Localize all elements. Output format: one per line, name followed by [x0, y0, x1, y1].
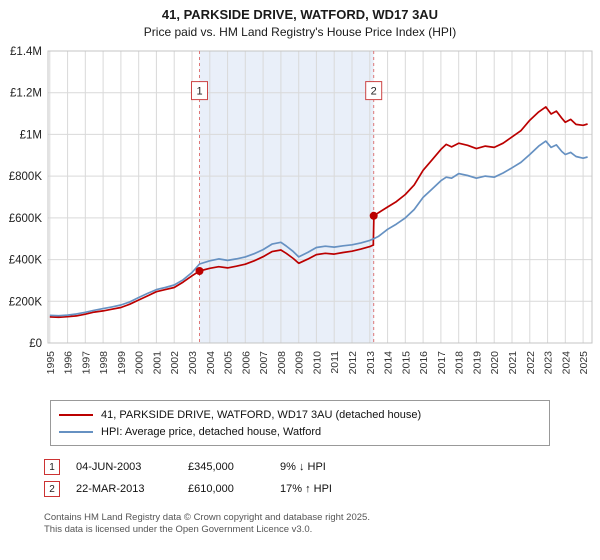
chart-header: 41, PARKSIDE DRIVE, WATFORD, WD17 3AU Pr…	[0, 0, 600, 39]
svg-text:2020: 2020	[489, 351, 501, 375]
sale-annotations: 1 04-JUN-2003 £345,000 9% ↓ HPI 2 22-MAR…	[44, 456, 600, 500]
svg-text:1999: 1999	[116, 351, 128, 375]
svg-text:2007: 2007	[258, 351, 270, 375]
license-footer: Contains HM Land Registry data © Crown c…	[44, 512, 600, 537]
sale-row-1: 1 04-JUN-2003 £345,000 9% ↓ HPI	[44, 456, 600, 478]
hpi-line-swatch	[59, 430, 93, 433]
svg-text:£1.2M: £1.2M	[10, 88, 42, 100]
svg-text:2001: 2001	[151, 351, 163, 375]
svg-text:2014: 2014	[383, 351, 395, 375]
svg-text:1997: 1997	[80, 351, 92, 375]
page-title: 41, PARKSIDE DRIVE, WATFORD, WD17 3AU	[161, 7, 439, 22]
legend-label: HPI: Average price, detached house, Watf…	[101, 425, 322, 438]
svg-text:1996: 1996	[63, 351, 75, 375]
svg-text:2010: 2010	[311, 351, 323, 375]
sale-row-2: 2 22-MAR-2013 £610,000 17% ↑ HPI	[44, 478, 600, 500]
svg-text:£0: £0	[29, 338, 42, 350]
svg-text:2004: 2004	[205, 351, 217, 375]
svg-text:2024: 2024	[560, 351, 572, 375]
svg-text:2016: 2016	[418, 351, 430, 375]
svg-text:2013: 2013	[365, 351, 377, 375]
svg-text:1998: 1998	[98, 351, 110, 375]
footer-line-2: This data is licensed under the Open Gov…	[44, 524, 313, 536]
svg-text:£800K: £800K	[9, 171, 43, 183]
svg-text:£1.4M: £1.4M	[10, 46, 42, 58]
svg-text:2005: 2005	[223, 351, 235, 375]
svg-text:2023: 2023	[543, 351, 555, 375]
price-chart[interactable]: 1995 1996 1997 1998 1999 2000 2001 2002 2003 2004…	[0, 41, 600, 391]
svg-text:2000: 2000	[134, 351, 146, 375]
svg-text:£600K: £600K	[9, 213, 43, 225]
legend-label: 41, PARKSIDE DRIVE, WATFORD, WD17 3AU (d…	[101, 408, 422, 421]
svg-text:2015: 2015	[400, 351, 412, 375]
sale-2-price: £610,000	[188, 483, 234, 495]
svg-text:2003: 2003	[187, 351, 199, 375]
sale-2-hpi-delta: 17% ↑ HPI	[280, 483, 332, 495]
svg-text:2002: 2002	[169, 351, 181, 375]
svg-text:2011: 2011	[329, 351, 341, 374]
legend-item-hpi: HPI: Average price, detached house, Watf…	[59, 423, 541, 440]
chart-container: 1995 1996 1997 1998 1999 2000 2001 2002 2003 2004…	[0, 41, 600, 396]
page-subtitle: Price paid vs. HM Land Registry's House …	[143, 25, 457, 39]
svg-text:1: 1	[196, 86, 202, 98]
chart-legend: 41, PARKSIDE DRIVE, WATFORD, WD17 3AU (d…	[50, 400, 550, 446]
svg-text:2012: 2012	[347, 351, 359, 375]
svg-text:£1M: £1M	[20, 129, 42, 141]
svg-text:£200K: £200K	[9, 296, 43, 308]
svg-text:2021: 2021	[507, 351, 519, 375]
sale-1-date: 04-JUN-2003	[76, 461, 142, 473]
svg-text:2018: 2018	[454, 351, 466, 375]
svg-text:2017: 2017	[436, 351, 448, 375]
sale-2-date: 22-MAR-2013	[76, 483, 145, 495]
sale-1-marker: 1	[44, 459, 60, 475]
footer-line-1: Contains HM Land Registry data © Crown c…	[44, 512, 370, 523]
sale-2-marker: 2	[44, 481, 60, 497]
property-line-swatch	[59, 413, 93, 416]
sale-1-price: £345,000	[188, 461, 234, 473]
svg-text:2008: 2008	[276, 351, 288, 375]
svg-text:1995: 1995	[45, 351, 57, 375]
sale-1-hpi-delta: 9% ↓ HPI	[280, 461, 326, 473]
svg-text:2006: 2006	[240, 351, 252, 375]
svg-text:2025: 2025	[578, 351, 590, 375]
svg-text:2009: 2009	[294, 351, 306, 375]
svg-text:2: 2	[371, 86, 377, 98]
legend-item-property: 41, PARKSIDE DRIVE, WATFORD, WD17 3AU (d…	[59, 406, 541, 423]
svg-text:£400K: £400K	[9, 255, 43, 267]
svg-text:2019: 2019	[471, 351, 483, 375]
svg-text:2022: 2022	[525, 351, 537, 375]
